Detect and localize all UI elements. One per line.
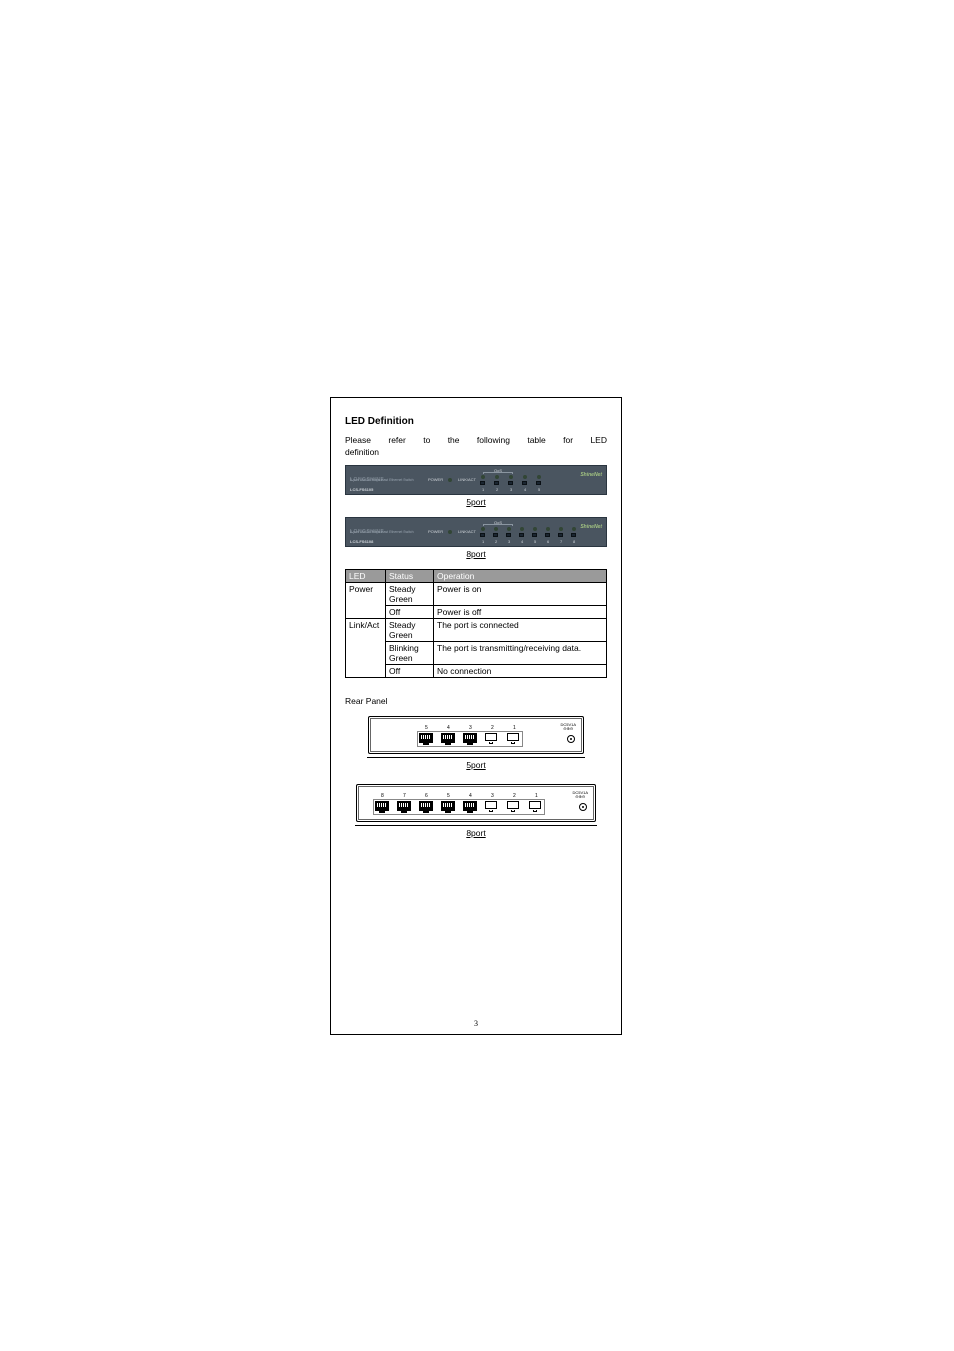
table-cell: The port is transmitting/receiving data. xyxy=(434,642,607,665)
led-icon xyxy=(494,527,498,531)
dc-label: DC5V1A⊖⊕⊖ xyxy=(572,791,588,799)
model-8: LCS-FS6108 xyxy=(350,539,373,544)
base-line-icon xyxy=(355,822,597,826)
qos-bracket-icon xyxy=(483,524,513,526)
table-cell: Off xyxy=(386,606,434,619)
port-num: 3 xyxy=(510,487,512,492)
dc-jack-icon xyxy=(567,735,575,743)
port-num: 5 xyxy=(534,539,536,544)
table-row: Power Steady Green Power is on xyxy=(346,583,607,606)
led-square-icon xyxy=(508,481,513,485)
caption-5port-front: 5port xyxy=(345,497,607,507)
port-num: 1 xyxy=(482,487,484,492)
port-num: 2 xyxy=(496,487,498,492)
table-header-status: Status xyxy=(386,570,434,583)
rear-panel-title: Rear Panel xyxy=(345,696,607,706)
led-square-icon xyxy=(536,481,541,485)
power-label: POWER xyxy=(428,529,443,534)
power-led-icon xyxy=(448,530,452,534)
table-header-row: LED Status Operation xyxy=(346,570,607,583)
led-square-icon xyxy=(532,533,537,537)
power-label: POWER xyxy=(428,477,443,482)
caption-5port-rear: 5port xyxy=(345,760,607,770)
led-square-icon xyxy=(480,533,485,537)
led-icon xyxy=(520,527,524,531)
base-line-icon xyxy=(367,754,585,758)
section-title: LED Definition xyxy=(345,416,607,427)
led-icon xyxy=(509,475,513,479)
page-frame: LED Definition Please refer to the follo… xyxy=(330,397,622,1035)
dc-jack-icon xyxy=(579,803,587,811)
table-cell: Steady Green xyxy=(386,619,434,642)
port-frame-icon xyxy=(417,731,523,747)
subtext-5: 5-port 10/100 Mbps Fast Ethernet Switch xyxy=(350,478,414,482)
led-icon xyxy=(572,527,576,531)
caption-8port-rear: 8port xyxy=(345,828,607,838)
led-square-icon xyxy=(571,533,576,537)
table-cell: Off xyxy=(386,665,434,678)
led-square-icon xyxy=(480,481,485,485)
port-num: 3 xyxy=(508,539,510,544)
led-square-icon xyxy=(519,533,524,537)
port-num: 8 xyxy=(573,539,575,544)
front-panel-5port: LONGSHINE 5-port 10/100 Mbps Fast Ethern… xyxy=(345,465,607,495)
port-frame-icon xyxy=(373,799,545,815)
led-icon xyxy=(507,527,511,531)
rear-panel-8port: 8 7 6 5 4 3 2 1 DC5V1A⊖⊕⊖ xyxy=(356,784,596,822)
led-square-icon xyxy=(522,481,527,485)
led-icon xyxy=(559,527,563,531)
led-icon xyxy=(546,527,550,531)
port-num: 4 xyxy=(521,539,523,544)
dc-label: DC5V1A⊖⊕⊖ xyxy=(560,723,576,731)
led-icon xyxy=(537,475,541,479)
table-cell: No connection xyxy=(434,665,607,678)
intro-line-1: Please refer to the following table for … xyxy=(345,435,607,445)
table-cell: Power is off xyxy=(434,606,607,619)
power-led-icon xyxy=(448,478,452,482)
table-cell: Power xyxy=(346,583,386,619)
linkact-label: LINK/ACT xyxy=(458,529,476,534)
table-row: Link/Act Steady Green The port is connec… xyxy=(346,619,607,642)
port-num: 2 xyxy=(495,539,497,544)
led-definition-table: LED Status Operation Power Steady Green … xyxy=(345,569,607,678)
table-cell: The port is connected xyxy=(434,619,607,642)
led-square-icon xyxy=(493,533,498,537)
led-icon xyxy=(481,475,485,479)
led-square-icon xyxy=(506,533,511,537)
table-row: Off Power is off xyxy=(346,606,607,619)
shinenet-logo: ShineNet xyxy=(580,524,602,530)
led-icon xyxy=(533,527,537,531)
shinenet-logo: ShineNet xyxy=(580,472,602,478)
table-row: Blinking Green The port is transmitting/… xyxy=(346,642,607,665)
table-row: Off No connection xyxy=(346,665,607,678)
table-cell: Power is on xyxy=(434,583,607,606)
front-panel-8port: LONGSHINE 8-port 10/100 Mbps Fast Ethern… xyxy=(345,517,607,547)
subtext-8: 8-port 10/100 Mbps Fast Ethernet Switch xyxy=(350,530,414,534)
port-num: 4 xyxy=(524,487,526,492)
table-header-operation: Operation xyxy=(434,570,607,583)
led-square-icon xyxy=(494,481,499,485)
led-icon xyxy=(481,527,485,531)
port-num: 1 xyxy=(482,539,484,544)
table-cell: Link/Act xyxy=(346,619,386,678)
table-cell: Blinking Green xyxy=(386,642,434,665)
table-header-led: LED xyxy=(346,570,386,583)
model-5: LCS-FS6105 xyxy=(350,487,373,492)
page-number: 3 xyxy=(331,1019,621,1028)
led-square-icon xyxy=(558,533,563,537)
qos-bracket-icon xyxy=(483,472,513,474)
table-cell: Steady Green xyxy=(386,583,434,606)
led-icon xyxy=(495,475,499,479)
port-num: 6 xyxy=(547,539,549,544)
led-square-icon xyxy=(545,533,550,537)
linkact-label: LINK/ACT xyxy=(458,477,476,482)
rear-panel-5port: 5 4 3 2 1 DC5V1A⊖⊕⊖ xyxy=(368,716,584,754)
port-num: 7 xyxy=(560,539,562,544)
led-icon xyxy=(523,475,527,479)
intro-line-2: definition xyxy=(345,447,607,457)
port-num: 5 xyxy=(538,487,540,492)
caption-8port-front: 8port xyxy=(345,549,607,559)
